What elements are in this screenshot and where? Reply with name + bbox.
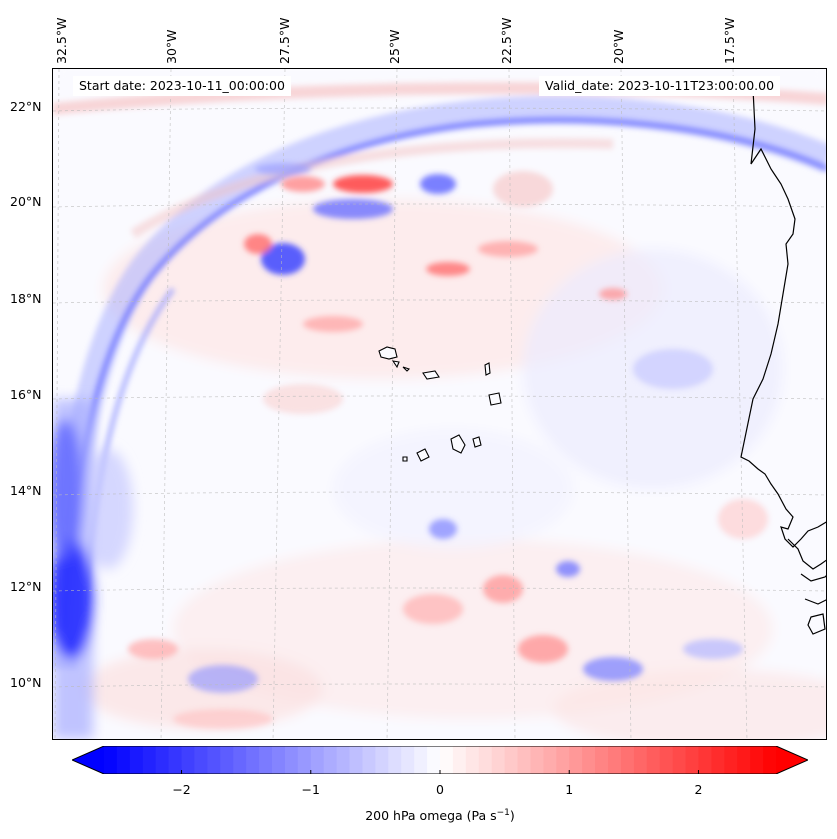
west-africa-coast: [740, 88, 826, 548]
colorbar-segment: [220, 746, 234, 774]
colorbar-segment: [711, 746, 725, 774]
colorbar-segment: [336, 746, 351, 774]
colorbar-segment: [362, 746, 376, 774]
colorbar-segment: [155, 746, 170, 774]
colorbar-segment: [181, 746, 196, 774]
lon-label-32-5w: 32.5°W: [54, 17, 69, 64]
colorbar-segment: [323, 746, 338, 774]
colorbar-segment: [698, 746, 712, 774]
lon-label-17-5w: 17.5°W: [722, 17, 737, 64]
colorbar-label-text: 200 hPa omega (Pa s: [365, 808, 497, 824]
colorbar-segment: [116, 746, 131, 774]
lon-label-20w: 20°W: [611, 29, 626, 64]
colorbar-segment: [620, 746, 635, 774]
colorbar-label-exponent: −1: [496, 808, 510, 818]
colorbar-segment: [388, 746, 402, 774]
colorbar-segment: [633, 746, 648, 774]
colorbar-segment: [750, 746, 764, 774]
colorbar-segment: [556, 746, 570, 774]
colorbar-segment: [272, 746, 286, 774]
colorbar-segment: [724, 746, 738, 774]
lon-label-22-5w: 22.5°W: [499, 17, 514, 64]
colorbar-segment: [194, 746, 208, 774]
colorbar-tick-minus-1: −1: [301, 782, 320, 797]
colorbar-segment: [401, 746, 415, 774]
colorbar-segment: [569, 746, 583, 774]
colorbar-tick-2: 2: [694, 782, 703, 797]
colorbar-segment: [440, 746, 454, 774]
colorbar-segment: [427, 746, 441, 774]
lat-label-20n: 20°N: [10, 194, 42, 209]
colorbar-segment: [737, 746, 751, 774]
cape-verde-islands: [378, 346, 502, 462]
omega-field-map: [53, 69, 826, 739]
colorbar-tick-0: 0: [436, 782, 444, 797]
graticule: [53, 69, 826, 739]
colorbar-segment: [646, 746, 661, 774]
colorbar-segment: [284, 746, 299, 774]
lat-label-16n: 16°N: [10, 387, 42, 402]
colorbar-segment: [168, 746, 183, 774]
colorbar-segment: [375, 746, 389, 774]
lat-label-14n: 14°N: [10, 483, 42, 498]
lat-label-10n: 10°N: [10, 675, 42, 690]
colorbar-segment: [349, 746, 364, 774]
colorbar-tick-1: 1: [565, 782, 574, 797]
coastlines: [740, 88, 826, 635]
colorbar-segment: [543, 746, 557, 774]
colorbar-segment: [452, 746, 467, 774]
colorbar-segment: [246, 746, 260, 774]
colorbar-segment: [763, 746, 777, 774]
lat-label-12n: 12°N: [10, 579, 42, 594]
colorbar-segment: [582, 746, 596, 774]
colorbar-label-close: ): [509, 808, 515, 824]
lat-label-22n: 22°N: [10, 99, 42, 114]
colorbar-segment: [517, 746, 532, 774]
colorbar-segment: [259, 746, 273, 774]
colorbar-segment: [142, 746, 157, 774]
lat-label-18n: 18°N: [10, 291, 42, 306]
omega-colorbar: [72, 746, 808, 774]
convective-patches: [244, 163, 627, 332]
lon-label-25w: 25°W: [387, 29, 402, 64]
colorbar-segment: [414, 746, 428, 774]
colorbar-segment: [465, 746, 480, 774]
colorbar-segment: [297, 746, 312, 774]
colorbar-segment: [504, 746, 519, 774]
colorbar-segment: [104, 746, 118, 774]
colorbar-segment: [233, 746, 247, 774]
colorbar-tick-minus-2: −2: [172, 782, 191, 797]
colorbar-segment: [685, 746, 700, 774]
colorbar-segment: [310, 746, 325, 774]
valid-date-title: Valid_date: 2023-10-11T23:00:00.00: [539, 76, 781, 96]
colorbar-segment: [207, 746, 221, 774]
colorbar-segment: [672, 746, 687, 774]
colorbar-segment: [595, 746, 609, 774]
colorbar-min-extend: [72, 746, 104, 774]
lon-label-27-5w: 27.5°W: [277, 17, 292, 64]
colorbar-max-extend: [776, 746, 808, 774]
lower-patches: [128, 349, 768, 729]
left-blue-region: [53, 399, 133, 739]
lon-label-30w: 30°W: [164, 29, 179, 64]
colorbar-segment: [608, 746, 622, 774]
colorbar-segment: [491, 746, 506, 774]
colorbar-segment: [478, 746, 493, 774]
colorbar-segment: [530, 746, 544, 774]
colorbar-label: 200 hPa omega (Pa s−1): [365, 808, 515, 823]
colorbar-segment: [129, 746, 144, 774]
map-panel: [52, 68, 827, 740]
start-date-title: Start date: 2023-10-11_00:00:00: [73, 76, 291, 96]
colorbar-segment: [659, 746, 674, 774]
